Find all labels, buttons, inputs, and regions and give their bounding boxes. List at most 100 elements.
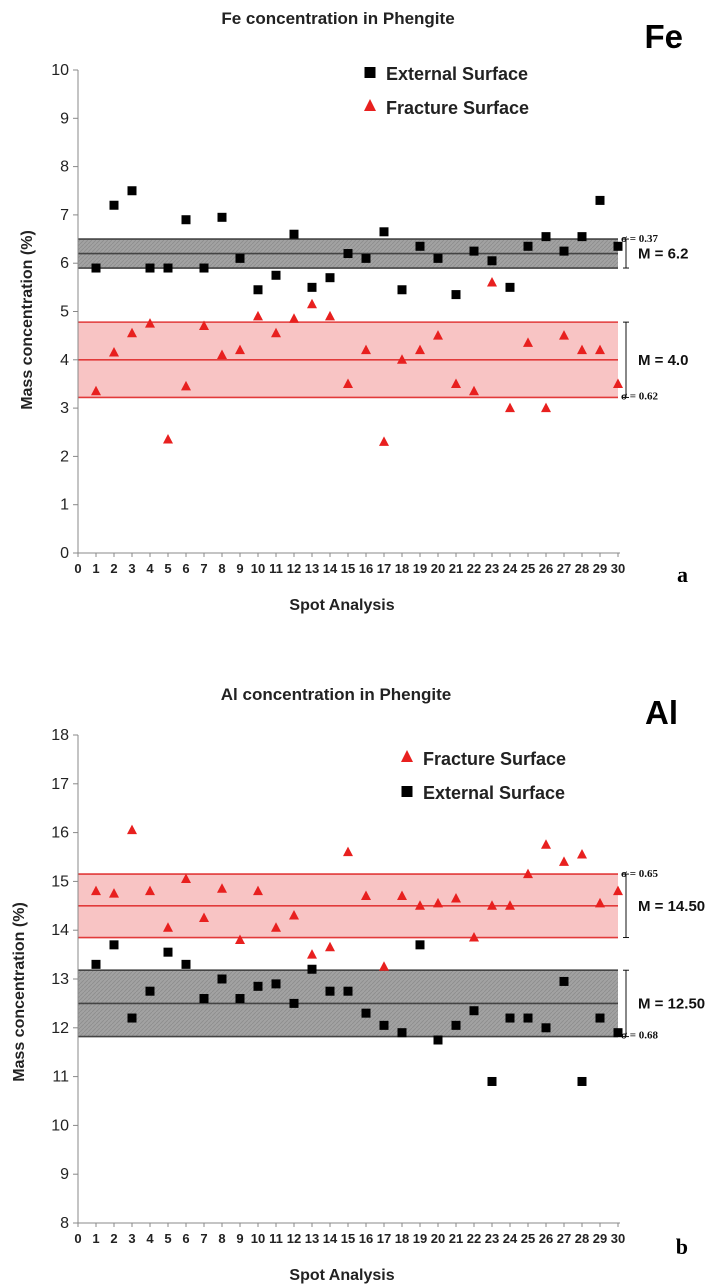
al-y-tick-label: 11 xyxy=(52,1069,69,1086)
fe-external-point xyxy=(559,246,569,256)
fe-y-tick-label: 5 xyxy=(60,304,69,321)
fe-y-tick-label: 6 xyxy=(60,255,69,272)
al-fracture-point xyxy=(487,900,497,910)
fe-y-axis-title: Mass concentration (%) xyxy=(19,230,36,410)
fe-external-point xyxy=(163,263,173,273)
al-x-tick-label: 2 xyxy=(110,1231,117,1246)
al-x-tick-label: 27 xyxy=(557,1231,571,1246)
fe-x-tick-label: 0 xyxy=(74,561,81,576)
al-fracture-point xyxy=(199,912,209,922)
fe-fracture-point xyxy=(91,385,101,396)
fe-fracture-point xyxy=(343,378,353,388)
al-x-tick-label: 22 xyxy=(467,1231,481,1246)
fe-x-tick-label: 26 xyxy=(539,561,553,576)
fe-fracture-point xyxy=(397,354,407,364)
al-fracture-point xyxy=(181,873,191,883)
fe-external-sigma-label: σ = 0.37 xyxy=(621,233,659,245)
al-external-point xyxy=(505,1013,515,1023)
fe-x-tick-label: 3 xyxy=(128,561,135,576)
fe-y-tick-label: 1 xyxy=(60,497,69,514)
al-x-tick-label: 4 xyxy=(146,1231,154,1246)
fe-x-axis-title: Spot Analysis xyxy=(289,597,394,614)
al-external-point xyxy=(91,959,101,969)
al-x-tick-label: 15 xyxy=(341,1231,355,1246)
al-external-point xyxy=(613,1028,623,1038)
al-external-point xyxy=(451,1020,461,1030)
fe-y-tick-label: 8 xyxy=(60,159,69,176)
al-external-point xyxy=(397,1028,407,1038)
al-fracture-point xyxy=(577,849,587,859)
fe-x-tick-label: 18 xyxy=(395,561,409,576)
fe-external-point xyxy=(289,229,299,239)
al-fracture-point xyxy=(541,839,551,849)
fe-fracture-point xyxy=(145,318,155,328)
al-x-tick-label: 1 xyxy=(92,1231,99,1246)
al-x-tick-label: 7 xyxy=(200,1231,207,1246)
al-y-tick-label: 18 xyxy=(51,727,69,744)
al-y-tick-label: 9 xyxy=(60,1166,69,1183)
al-legend-external-label: External Surface xyxy=(423,783,565,803)
al-fracture-point xyxy=(253,885,263,896)
fe-x-tick-label: 12 xyxy=(287,561,301,576)
fe-fracture-point xyxy=(289,313,299,323)
fe-fracture-point xyxy=(253,310,263,321)
al-external-point xyxy=(199,994,209,1004)
fe-fracture-point xyxy=(271,327,281,338)
al-y-tick-label: 10 xyxy=(51,1117,69,1134)
al-external-point xyxy=(253,981,263,991)
al-x-tick-label: 24 xyxy=(503,1231,518,1246)
fe-x-tick-label: 27 xyxy=(557,561,571,576)
fe-fracture-point xyxy=(235,344,245,355)
fe-fracture-point xyxy=(595,344,605,355)
fe-external-point xyxy=(541,232,551,242)
fe-external-point xyxy=(217,212,227,222)
fe-x-tick-label: 8 xyxy=(218,561,225,576)
fe-x-tick-label: 30 xyxy=(611,561,625,576)
al-fracture-point xyxy=(397,890,407,901)
al-x-tick-label: 8 xyxy=(218,1231,225,1246)
fe-y-tick-label: 9 xyxy=(60,110,69,127)
fe-chart-panel: Fe concentration in Phengite Fe a Spot A… xyxy=(19,9,688,614)
fe-y-tick-label: 2 xyxy=(60,448,69,465)
fe-fracture-point xyxy=(541,402,551,413)
fe-fracture-point xyxy=(577,344,587,355)
al-external-point xyxy=(217,974,227,984)
al-x-tick-label: 14 xyxy=(323,1231,338,1246)
al-external-point xyxy=(325,986,335,996)
al-external-point xyxy=(541,1023,551,1033)
fe-x-tick-label: 13 xyxy=(305,561,319,576)
al-y-tick-label: 14 xyxy=(51,922,69,939)
al-external-point xyxy=(163,947,173,957)
al-x-tick-label: 25 xyxy=(521,1231,535,1246)
fe-fracture-point xyxy=(379,436,389,446)
al-x-axis-title: Spot Analysis xyxy=(289,1267,394,1284)
fe-external-point xyxy=(307,282,317,292)
fe-external-point xyxy=(343,249,353,259)
fe-external-point xyxy=(325,273,335,283)
fe-x-tick-label: 25 xyxy=(521,561,535,576)
fe-external-point xyxy=(127,186,137,196)
fe-element-label: Fe xyxy=(644,18,683,55)
fe-x-tick-label: 22 xyxy=(467,561,481,576)
al-legend-external-marker xyxy=(401,786,413,797)
fe-panel-label: a xyxy=(677,562,688,587)
fe-external-point xyxy=(361,253,371,263)
fe-fracture-point xyxy=(325,310,335,321)
al-fracture-point xyxy=(217,883,227,893)
al-x-tick-label: 11 xyxy=(269,1231,283,1246)
fe-x-tick-label: 7 xyxy=(200,561,207,576)
al-fracture-point xyxy=(343,846,353,857)
fe-x-tick-label: 1 xyxy=(92,561,99,576)
fe-y-tick-label: 4 xyxy=(60,352,69,369)
fe-external-point xyxy=(577,232,587,242)
al-fracture-point xyxy=(379,961,389,971)
al-x-tick-label: 19 xyxy=(413,1231,427,1246)
fe-fracture-point xyxy=(487,277,497,287)
al-external-point xyxy=(307,964,317,974)
al-external-mean-label: M = 12.50 xyxy=(638,995,705,1012)
al-x-tick-label: 0 xyxy=(74,1231,81,1246)
al-fracture-point xyxy=(307,949,317,959)
fe-y-tick-label: 3 xyxy=(60,400,69,417)
al-fracture-mean-label: M = 14.50 xyxy=(638,898,705,915)
